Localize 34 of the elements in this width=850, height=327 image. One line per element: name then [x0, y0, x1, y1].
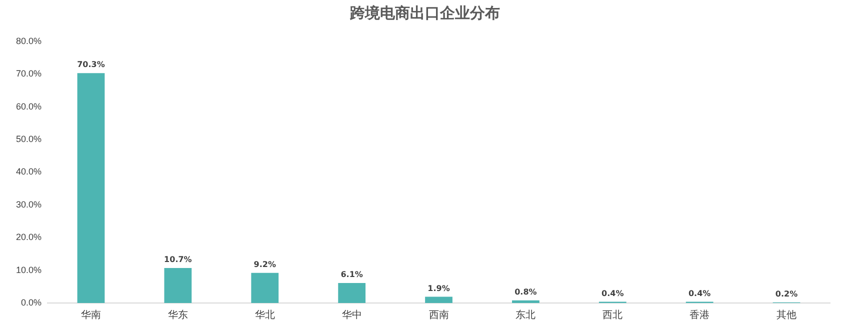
data-label: 0.2% [775, 289, 798, 298]
bar [512, 300, 540, 303]
y-tick-label: 40.0% [16, 166, 42, 177]
x-tick-label: 华北 [254, 308, 275, 321]
data-label: 6.1% [340, 270, 363, 280]
data-label: 10.7% [164, 255, 192, 264]
y-tick-label: 60.0% [16, 101, 42, 112]
y-tick-label: 80.0% [16, 36, 42, 46]
x-tick-label: 华南 [80, 308, 101, 321]
bar [164, 268, 192, 303]
x-tick-label: 东北 [516, 308, 536, 321]
y-tick-label: 10.0% [16, 264, 42, 275]
y-tick-label: 70.0% [16, 68, 42, 79]
bar [338, 283, 366, 303]
chart-title: 跨境电商出口企业分布 [349, 4, 501, 23]
data-label: 0.4% [688, 288, 711, 298]
x-tick-label: 西南 [428, 308, 449, 321]
bar [77, 73, 105, 303]
data-label: 0.4% [602, 288, 624, 298]
x-tick-label: 香港 [690, 308, 710, 321]
bar [425, 296, 452, 303]
data-label: 1.9% [428, 284, 450, 293]
x-tick-label: 华中 [342, 308, 362, 321]
x-tick-label: 其他 [776, 308, 797, 321]
y-tick-label: 50.0% [16, 134, 42, 144]
x-tick-label: 西北 [602, 308, 623, 321]
y-tick-label: 0.0% [21, 297, 42, 308]
y-tick-label: 30.0% [16, 199, 42, 210]
y-tick-label: 20.0% [16, 232, 42, 242]
x-tick-label: 华东 [168, 308, 188, 321]
bar [251, 272, 279, 303]
data-label: 70.3% [77, 60, 105, 70]
data-label: 0.8% [514, 287, 537, 296]
data-label: 9.2% [254, 260, 276, 269]
